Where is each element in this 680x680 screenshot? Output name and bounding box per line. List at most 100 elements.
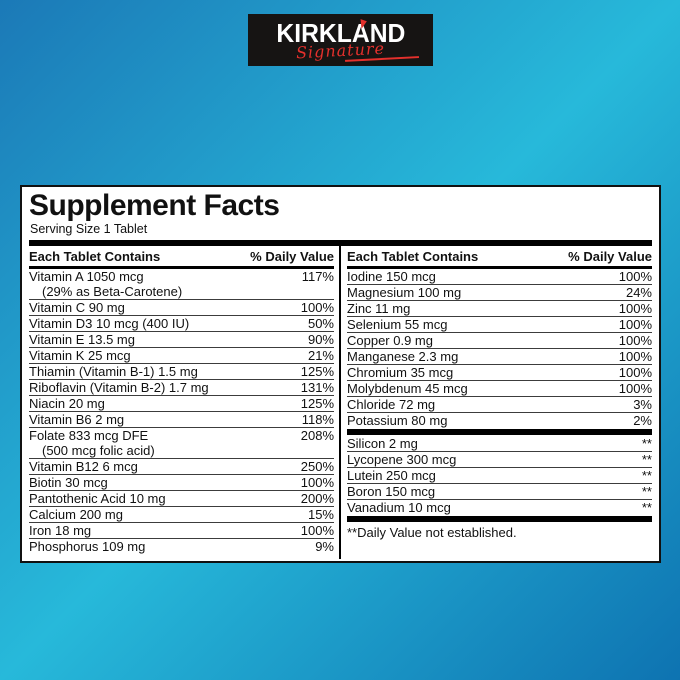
nutrient-row: Magnesium 100 mg 24% xyxy=(347,284,652,300)
divider-bar-middle xyxy=(347,429,652,435)
nutrient-row: Vitamin K 25 mcg 21% xyxy=(29,347,334,363)
nutrient-daily-value: 15% xyxy=(307,507,334,522)
nutrient-row: Zinc 11 mg 100% xyxy=(347,300,652,316)
nutrient-name: Molybdenum 45 mcg xyxy=(347,381,472,396)
nutrient-name: Vanadium 10 mcg xyxy=(347,500,455,515)
nutrient-name-line1: Biotin 30 mcg xyxy=(29,475,108,490)
nutrient-row: Vitamin C 90 mg 100% xyxy=(29,299,334,315)
nutrient-name-line1: Chloride 72 mg xyxy=(347,397,436,412)
brand-name: KIRKLAND xyxy=(276,18,405,48)
nutrient-name: Chloride 72 mg xyxy=(347,397,439,412)
nutrient-daily-value: 125% xyxy=(300,396,334,411)
nutrient-name-line1: Lutein 250 mcg xyxy=(347,468,436,483)
nutrient-daily-value: 125% xyxy=(300,364,334,379)
nutrient-daily-value: 100% xyxy=(618,349,652,364)
nutrient-name: Calcium 200 mg xyxy=(29,507,127,522)
nutrient-row: Folate 833 mcg DFE (500 mcg folic acid) … xyxy=(29,427,334,458)
nutrient-name-line1: Vitamin A 1050 mcg xyxy=(29,269,144,284)
nutrient-row: Iron 18 mg 100% xyxy=(29,522,334,538)
nutrient-name: Vitamin B6 2 mg xyxy=(29,412,128,427)
nutrient-row: Copper 0.9 mg 100% xyxy=(347,332,652,348)
nutrient-daily-value: 100% xyxy=(618,365,652,380)
nutrient-name: Copper 0.9 mg xyxy=(347,333,437,348)
brand-text: KIRKLAND xyxy=(276,18,405,48)
nutrient-name: Lutein 250 mcg xyxy=(347,468,440,483)
nutrient-name: Selenium 55 mcg xyxy=(347,317,451,332)
nutrient-name-line1: Vanadium 10 mcg xyxy=(347,500,451,515)
nutrient-name-line1: Vitamin K 25 mcg xyxy=(29,348,131,363)
nutrient-name: Iron 18 mg xyxy=(29,523,95,538)
nutrient-row: Chloride 72 mg 3% xyxy=(347,396,652,412)
nutrient-daily-value: ** xyxy=(641,484,652,499)
nutrient-row: Potassium 80 mg 2% xyxy=(347,412,652,428)
nutrient-columns: Each Tablet Contains % Daily Value Vitam… xyxy=(29,246,652,559)
nutrient-daily-value: 100% xyxy=(300,300,334,315)
nutrient-name-line1: Silicon 2 mg xyxy=(347,436,418,451)
nutrient-name-line2: (29% as Beta-Carotene) xyxy=(42,284,183,299)
nutrient-name-line1: Thiamin (Vitamin B-1) 1.5 mg xyxy=(29,364,198,379)
nutrient-daily-value: 131% xyxy=(300,380,334,395)
nutrient-daily-value: 117% xyxy=(301,269,334,284)
nutrient-name-line1: Selenium 55 mcg xyxy=(347,317,448,332)
serving-size: Serving Size 1 Tablet xyxy=(30,222,148,236)
nutrient-row: Boron 150 mcg ** xyxy=(347,483,652,499)
left-column-header: Each Tablet Contains % Daily Value xyxy=(29,246,334,269)
nutrient-row: Manganese 2.3 mg 100% xyxy=(347,348,652,364)
nutrient-name-line1: Zinc 11 mg xyxy=(347,301,411,316)
right-column-header: Each Tablet Contains % Daily Value xyxy=(347,246,652,269)
nutrient-daily-value: ** xyxy=(641,436,652,451)
nutrient-name-line1: Vitamin E 13.5 mg xyxy=(29,332,135,347)
nutrient-name-line1: Magnesium 100 mg xyxy=(347,285,462,300)
right-rows-not-established: Silicon 2 mg ** Lycopene 300 mcg ** xyxy=(347,436,652,515)
nutrient-name: Vitamin B12 6 mcg xyxy=(29,459,142,474)
nutrient-row: Lycopene 300 mcg ** xyxy=(347,451,652,467)
nutrient-name-line2: (500 mcg folic acid) xyxy=(42,443,155,458)
header-each-tablet-contains: Each Tablet Contains xyxy=(29,249,161,264)
nutrient-name-line1: Molybdenum 45 mcg xyxy=(347,381,468,396)
header-each-tablet-contains: Each Tablet Contains xyxy=(347,249,479,264)
nutrient-name: Vitamin E 13.5 mg xyxy=(29,332,139,347)
nutrient-daily-value: 100% xyxy=(300,523,334,538)
nutrient-daily-value: 208% xyxy=(300,428,334,443)
nutrient-name: Pantothenic Acid 10 mg xyxy=(29,491,170,506)
nutrient-name-line1: Iron 18 mg xyxy=(29,523,92,538)
nutrient-row: Molybdenum 45 mcg 100% xyxy=(347,380,652,396)
nutrient-daily-value: 100% xyxy=(618,301,652,316)
nutrient-daily-value: 21% xyxy=(307,348,334,363)
nutrient-row: Riboflavin (Vitamin B-2) 1.7 mg 131% xyxy=(29,379,334,395)
nutrient-daily-value: 50% xyxy=(307,316,334,331)
nutrient-name: Potassium 80 mg xyxy=(347,413,451,428)
nutrient-name-line1: Lycopene 300 mcg xyxy=(347,452,457,467)
nutrient-row: Vanadium 10 mcg ** xyxy=(347,499,652,515)
nutrient-daily-value: 100% xyxy=(618,381,652,396)
nutrient-name: Iodine 150 mcg xyxy=(347,269,440,284)
nutrient-name: Vitamin D3 10 mcg (400 IU) xyxy=(29,316,193,331)
nutrient-daily-value: 3% xyxy=(633,397,652,412)
nutrient-name: Silicon 2 mg xyxy=(347,436,422,451)
nutrient-row: Chromium 35 mcg 100% xyxy=(347,364,652,380)
nutrient-daily-value: 250% xyxy=(300,459,334,474)
kirkland-logo: KIRKLAND Signature xyxy=(248,14,433,66)
nutrient-name-line1: Iodine 150 mcg xyxy=(347,269,436,284)
nutrient-name: Biotin 30 mcg xyxy=(29,475,112,490)
nutrient-name-line1: Pantothenic Acid 10 mg xyxy=(29,491,166,506)
header-daily-value: % Daily Value xyxy=(568,249,652,264)
nutrient-name: Niacin 20 mg xyxy=(29,396,109,411)
nutrient-row: Biotin 30 mcg 100% xyxy=(29,474,334,490)
nutrient-name-line1: Vitamin B12 6 mcg xyxy=(29,459,138,474)
header-daily-value: % Daily Value xyxy=(250,249,334,264)
nutrient-name-line1: Chromium 35 mcg xyxy=(347,365,454,380)
daily-value-footnote: **Daily Value not established. xyxy=(347,525,517,540)
right-column: Each Tablet Contains % Daily Value Iodin… xyxy=(339,246,652,559)
nutrient-row: Vitamin A 1050 mcg (29% as Beta-Carotene… xyxy=(29,269,334,299)
nutrient-name-line1: Riboflavin (Vitamin B-2) 1.7 mg xyxy=(29,380,209,395)
nutrient-name: Manganese 2.3 mg xyxy=(347,349,462,364)
nutrient-daily-value: 200% xyxy=(300,491,334,506)
nutrient-name: Vitamin K 25 mcg xyxy=(29,348,135,363)
nutrient-daily-value: 118% xyxy=(301,412,334,427)
nutrient-row: Thiamin (Vitamin B-1) 1.5 mg 125% xyxy=(29,363,334,379)
nutrient-daily-value: 24% xyxy=(625,285,652,300)
nutrient-daily-value: 2% xyxy=(633,413,652,428)
nutrient-row: Pantothenic Acid 10 mg 200% xyxy=(29,490,334,506)
nutrient-name: Boron 150 mcg xyxy=(347,484,439,499)
